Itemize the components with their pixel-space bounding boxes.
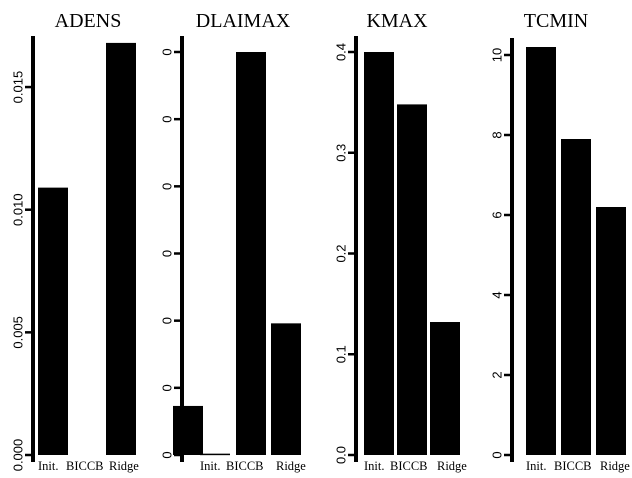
y-tick-label: 0.005: [10, 316, 25, 349]
y-tick-label: 0: [159, 384, 174, 391]
bar: [106, 42, 136, 455]
y-tick-label: 0.4: [333, 43, 348, 61]
category-label: Init.: [364, 459, 384, 473]
bar: [430, 322, 460, 455]
category-label: Ridge: [276, 459, 306, 473]
chart-title: TCMIN: [524, 10, 588, 32]
category-label: Init.: [38, 459, 58, 473]
category-label: Init.: [526, 459, 546, 473]
y-tick-label: 0.000: [10, 439, 25, 472]
category-label: BICCB: [390, 459, 428, 473]
chart-title: DLAIMAX: [196, 10, 291, 32]
category-label: BICCB: [554, 459, 592, 473]
bar: [173, 405, 203, 455]
category-label: Ridge: [600, 459, 630, 473]
y-tick-label: 0: [159, 317, 174, 324]
bar: [200, 453, 230, 456]
y-tick-label: 0: [159, 48, 174, 55]
y-tick-label: 0: [159, 451, 174, 458]
y-tick-label: 0: [489, 451, 504, 458]
chart-title: KMAX: [366, 10, 428, 32]
bar: [38, 187, 68, 456]
y-tick-label: 10: [489, 48, 504, 62]
y-tick-label: 0: [159, 250, 174, 257]
bar: [561, 139, 591, 455]
y-tick-label: 4: [489, 291, 504, 298]
bar: [596, 207, 626, 455]
bar: [236, 52, 266, 455]
category-label: BICCB: [226, 459, 264, 473]
y-tick-label: 0.2: [333, 244, 348, 262]
y-tick-label: 0.3: [333, 144, 348, 162]
y-tick-label: 0.015: [10, 71, 25, 104]
y-tick-label: 0: [159, 183, 174, 190]
bar: [526, 47, 556, 455]
category-label: Init.: [200, 459, 220, 473]
category-label: BICCB: [66, 459, 104, 473]
bar: [364, 52, 394, 455]
chart-title: ADENS: [55, 10, 122, 32]
bar: [397, 104, 427, 455]
category-label: Ridge: [109, 459, 139, 473]
y-tick-label: 0.1: [333, 345, 348, 363]
y-tick-label: 2: [489, 371, 504, 378]
y-tick-label: 8: [489, 131, 504, 138]
y-tick-label: 6: [489, 211, 504, 218]
y-tick-label: 0.010: [10, 193, 25, 226]
category-label: Ridge: [437, 459, 467, 473]
bar: [271, 323, 301, 455]
y-tick-label: 0: [159, 116, 174, 123]
y-tick-label: 0.0: [333, 446, 348, 464]
